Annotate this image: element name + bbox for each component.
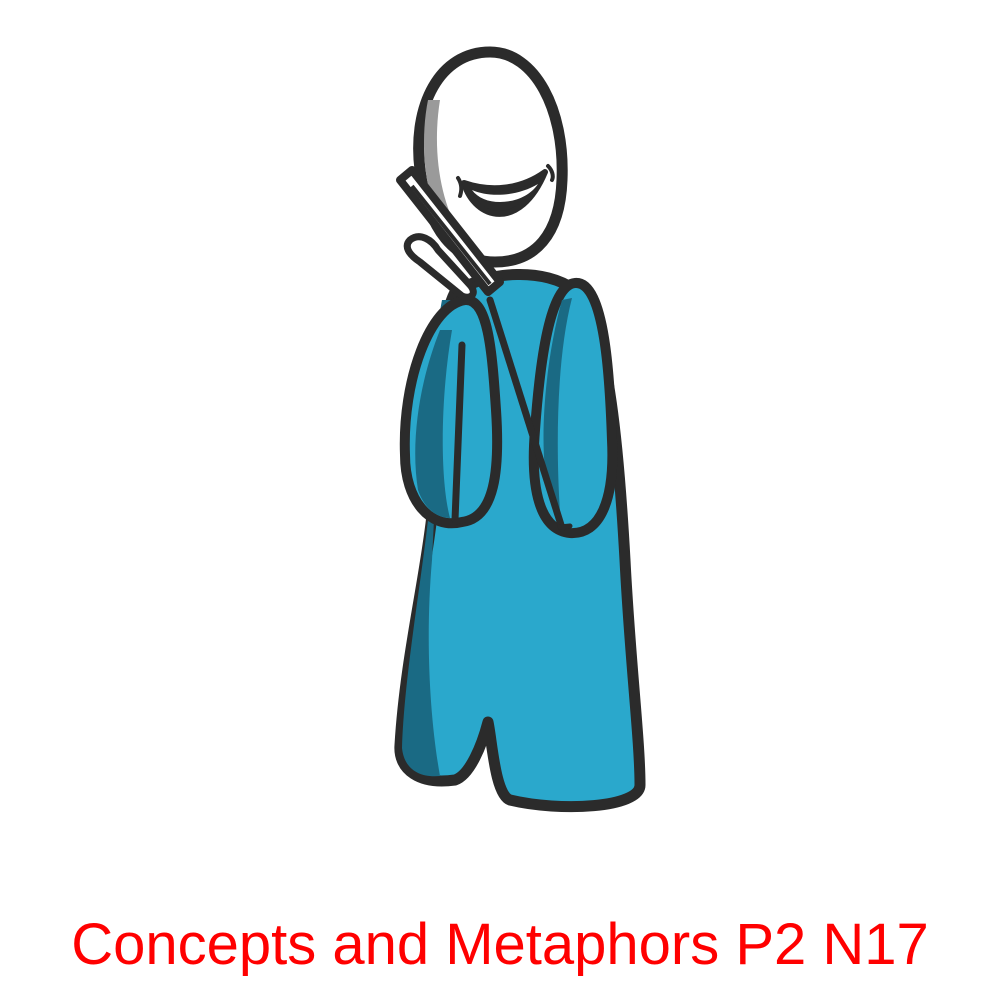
caption: Concepts and Metaphors P2 N17 bbox=[71, 912, 929, 977]
smile-dimple-right bbox=[546, 164, 555, 182]
smile-dimple-left bbox=[456, 176, 464, 198]
smile-teeth bbox=[472, 184, 538, 202]
head-shape bbox=[413, 46, 568, 268]
smile bbox=[461, 169, 548, 217]
hand bbox=[403, 233, 477, 301]
left-arm-shadow bbox=[415, 330, 452, 518]
left-arm bbox=[399, 295, 503, 529]
right-arm bbox=[528, 278, 618, 539]
right-arm-shadow bbox=[543, 298, 572, 512]
hand-shape bbox=[403, 233, 477, 301]
person-on-phone-illustration bbox=[394, 46, 646, 813]
phone-icon bbox=[396, 166, 504, 296]
stick-forearms bbox=[451, 296, 573, 532]
